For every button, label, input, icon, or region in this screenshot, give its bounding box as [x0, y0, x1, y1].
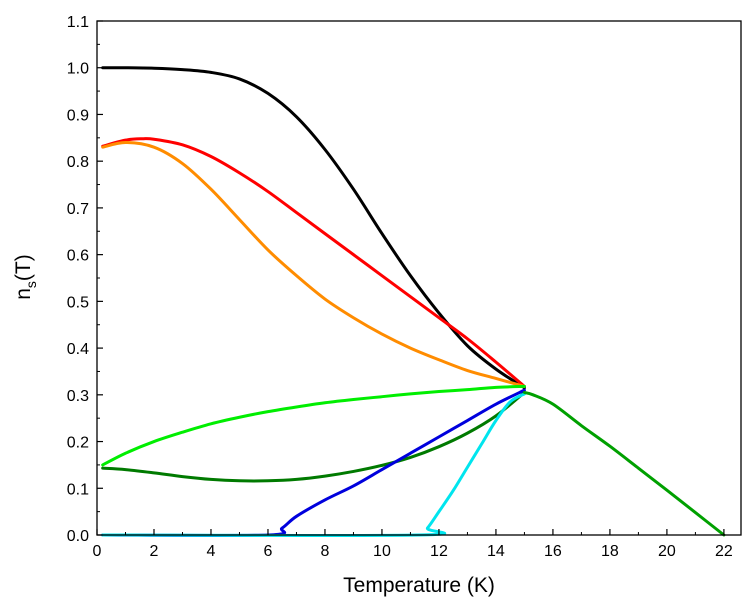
x-tick-label: 10 [373, 543, 391, 560]
x-tick-label: 12 [430, 543, 448, 560]
y-tick-label: 0.5 [67, 294, 89, 311]
y-axis-title: ns(T) [12, 254, 39, 300]
x-tick-label: 14 [487, 543, 505, 560]
x-axis-title: Temperature (K) [343, 574, 495, 597]
y-tick-label: 0.0 [67, 528, 89, 545]
series-line-5 [101, 390, 526, 483]
series-line-2 [101, 137, 526, 388]
x-tick-label: 2 [150, 543, 159, 560]
y-tick-label: 1.1 [67, 14, 89, 31]
y-axis-title-base: n [12, 288, 35, 300]
x-tick-label: 20 [658, 543, 676, 560]
plot-frame [96, 20, 742, 536]
x-tick-label: 8 [321, 543, 330, 560]
series-layer [101, 66, 726, 538]
x-tick-label: 16 [544, 543, 562, 560]
x-tick-label: 0 [93, 543, 102, 560]
y-tick-label: 0.9 [67, 107, 89, 124]
x-tick-label: 4 [207, 543, 216, 560]
series-line-7 [101, 392, 526, 538]
y-tick-label: 0.4 [67, 341, 89, 358]
series-line-6 [101, 388, 526, 538]
y-axis-title-suffix: (T) [12, 254, 35, 281]
y-tick-label: 0.2 [67, 435, 89, 452]
series-line-3 [101, 140, 526, 388]
series-line-1 [101, 66, 526, 390]
y-tick-label: 0.3 [67, 388, 89, 405]
x-tick-label: 6 [264, 543, 273, 560]
y-tick-label: 0.8 [67, 154, 89, 171]
y-axis-title-subscript: s [23, 281, 39, 288]
x-tick-label: 22 [715, 543, 733, 560]
y-tick-label: 0.6 [67, 248, 89, 265]
series-line-8 [522, 390, 726, 537]
y-tick-label: 0.1 [67, 481, 89, 498]
y-tick-label: 1.0 [67, 61, 89, 78]
y-tick-label: 0.7 [67, 201, 89, 218]
x-tick-label: 18 [601, 543, 619, 560]
series-line-4 [101, 384, 526, 467]
ticks-layer: 0 2 4 6 8 10 12 14 16 18 20 22 0.0 0.1 0.2 0.3 0.4 0.5 0.6… [67, 14, 733, 560]
